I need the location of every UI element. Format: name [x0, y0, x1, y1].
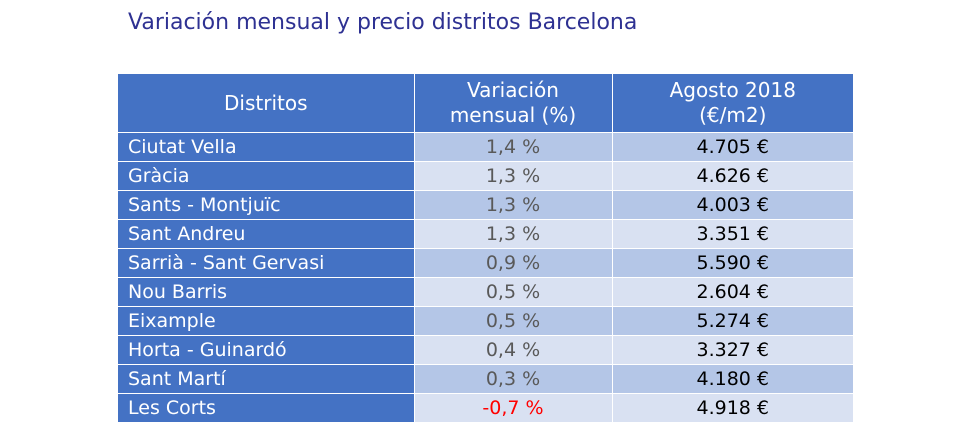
price-cell: 4.180 € [611, 364, 853, 394]
price-cell: 3.327 € [611, 335, 853, 365]
table-row: Ciutat Vella 1,4 % 4.705 € [118, 132, 853, 162]
header-variation: Variación mensual (%) [413, 74, 613, 133]
header-price-line1: Agosto 2018 [669, 78, 796, 102]
variation-cell: 0,9 % [413, 248, 613, 278]
variation-cell: -0,7 % [413, 393, 613, 422]
header-variation-line2: mensual (%) [449, 103, 577, 127]
variation-cell: 1,3 % [413, 219, 613, 249]
district-cell: Sant Andreu [118, 219, 415, 249]
header-district: Distritos [118, 74, 415, 133]
price-cell: 4.003 € [611, 190, 853, 220]
price-cell: 4.705 € [611, 132, 853, 162]
page-title: Variación mensual y precio distritos Bar… [128, 10, 638, 35]
variation-cell: 0,5 % [413, 277, 613, 307]
district-cell: Nou Barris [118, 277, 415, 307]
price-cell: 5.274 € [611, 306, 853, 336]
header-row: Distritos Variación mensual (%) Agosto 2… [118, 74, 853, 133]
table-body: Ciutat Vella 1,4 % 4.705 € Gràcia 1,3 % 4.626… [118, 132, 853, 422]
district-price-table: Distritos Variación mensual (%) Agosto 2… [118, 74, 853, 422]
table-row: Sants - Montjuïc 1,3 % 4.003 € [118, 190, 853, 220]
price-cell: 4.626 € [611, 161, 853, 191]
variation-cell: 1,3 % [413, 161, 613, 191]
header-district-label: Distritos [224, 90, 308, 115]
variation-cell: 0,3 % [413, 364, 613, 394]
district-cell: Gràcia [118, 161, 415, 191]
header-variation-line1: Variación [467, 78, 559, 102]
district-cell: Ciutat Vella [118, 132, 415, 162]
table-row: Sant Martí 0,3 % 4.180 € [118, 364, 853, 394]
district-cell: Sants - Montjuïc [118, 190, 415, 220]
table-row: Sarrià - Sant Gervasi 0,9 % 5.590 € [118, 248, 853, 278]
table-row: Sant Andreu 1,3 % 3.351 € [118, 219, 853, 249]
district-cell: Eixample [118, 306, 415, 336]
variation-cell: 1,3 % [413, 190, 613, 220]
table-row: Gràcia 1,3 % 4.626 € [118, 161, 853, 191]
price-cell: 5.590 € [611, 248, 853, 278]
district-cell: Les Corts [118, 393, 415, 422]
table-row: Horta - Guinardó 0,4 % 3.327 € [118, 335, 853, 365]
variation-cell: 1,4 % [413, 132, 613, 162]
variation-cell: 0,5 % [413, 306, 613, 336]
district-cell: Sant Martí [118, 364, 415, 394]
table-row: Nou Barris 0,5 % 2.604 € [118, 277, 853, 307]
price-cell: 3.351 € [611, 219, 853, 249]
price-cell: 2.604 € [611, 277, 853, 307]
table-header: Distritos Variación mensual (%) Agosto 2… [118, 74, 853, 133]
district-cell: Sarrià - Sant Gervasi [118, 248, 415, 278]
header-price-line2: (€/m2) [699, 103, 767, 127]
table-row: Eixample 0,5 % 5.274 € [118, 306, 853, 336]
variation-cell: 0,4 % [413, 335, 613, 365]
price-cell: 4.918 € [611, 393, 853, 422]
table-row: Les Corts -0,7 % 4.918 € [118, 393, 853, 422]
district-cell: Horta - Guinardó [118, 335, 415, 365]
header-price: Agosto 2018 (€/m2) [611, 74, 853, 133]
